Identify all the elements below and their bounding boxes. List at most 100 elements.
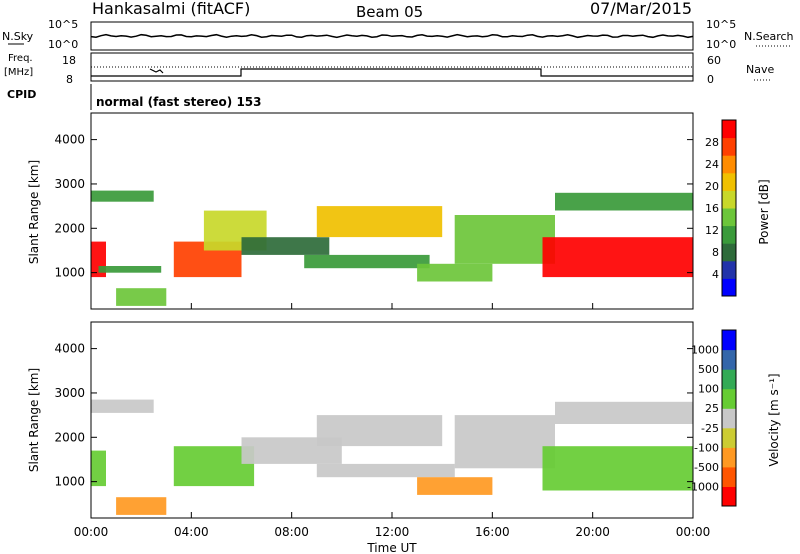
colorbar-tick-label: 12 [705,224,719,237]
power-colorbar-label: Power [dB] [757,179,771,244]
colorbar-tick-label: -1000 [687,480,719,493]
colorbar-swatch [722,190,736,209]
beam-title: Beam 05 [356,3,423,21]
colorbar-tick-label: 20 [705,180,719,193]
colorbar-swatch [722,447,736,468]
power-region-10 [454,215,555,264]
date-title: 07/Mar/2015 [590,0,692,18]
velocity-region-7 [417,477,493,495]
power-cells [91,190,693,306]
power-region-6 [241,237,330,255]
velocity-region-0 [91,399,154,413]
nsky-tick-top: 10^5 [48,18,78,31]
power-region-12 [555,192,693,211]
nsearch-tick-top: 10^5 [706,18,736,31]
x-tick-label: 16:00 [475,525,510,539]
cpid-label: CPID [7,88,36,101]
colorbar-tick-label: -100 [694,441,719,454]
colorbar-tick-label: 25 [705,402,719,415]
y-tick-label: 1000 [54,266,85,280]
colorbar-swatch [722,137,736,156]
colorbar-swatch [722,278,736,297]
freq-tick-bottom: 8 [66,73,73,86]
colorbar-tick-label: 100 [698,383,719,396]
colorbar-tick-label: -25 [701,422,719,435]
colorbar-swatch [722,155,736,174]
colorbar-tick-label: 1000 [691,344,719,357]
x-tick-label: 00:00 [676,525,711,539]
colorbar-swatch [722,349,736,370]
y-tick-label: 4000 [54,133,85,147]
nsky-label: N.Sky [2,30,34,43]
y-tick-label: 4000 [54,342,85,356]
velocity-region-10 [555,401,693,424]
nsearch-label: N.Search [744,30,794,43]
freq-blip [149,68,164,74]
nsky-panel [90,21,694,51]
power-region-2 [98,266,162,273]
colorbar-swatch [722,408,736,429]
y-tick-label: 3000 [54,177,85,191]
velocity-region-6 [316,415,443,447]
time-axis-label: Time UT [366,541,417,554]
nsky-trace [90,33,694,39]
nave-tick-top: 60 [707,54,721,67]
colorbar-swatch [722,427,736,448]
velocity-colorbar-label: Velocity [m s⁻¹] [767,373,781,466]
x-tick-label: 00:00 [74,525,109,539]
nsky-tick-bottom: 10^0 [48,38,78,51]
y-tick-label: 2000 [54,221,85,235]
colorbar-tick-label: 28 [705,136,719,149]
nave-tick-bottom: 0 [707,73,714,86]
y-tick-label: 1000 [54,475,85,489]
x-tick-label: 20:00 [575,525,610,539]
station-title: Hankasalmi (fitACF) [92,0,250,18]
power-colorbar: 28 24 20 16 12 8 4 [705,119,737,297]
colorbar-tick-label: -500 [694,461,719,474]
colorbar-swatch [722,330,736,351]
freq-label: Freq. [8,53,33,64]
colorbar-swatch [722,120,736,139]
velocity-region-9 [542,446,693,491]
colorbar-tick-label: 24 [705,158,719,171]
y-tick-label: 3000 [54,386,85,400]
nsearch-tick-bottom: 10^0 [706,38,736,51]
nave-label: Nave [746,63,774,76]
cpid-text: normal (fast stereo) 153 [96,95,262,109]
x-tick-label: 08:00 [274,525,309,539]
colorbar-swatch [722,486,736,507]
colorbar-swatch [722,388,736,409]
colorbar-tick-label: 500 [698,363,719,376]
x-tick-label: 04:00 [174,525,209,539]
colorbar-swatch [722,225,736,244]
power-region-3 [116,288,167,306]
colorbar-frame [721,119,737,297]
colorbar-swatch [722,369,736,390]
velocity-region-3 [173,446,255,487]
power-region-11 [542,237,693,278]
freq-unit-label: [MHz] [4,67,33,78]
colorbar-frame [721,329,737,507]
velocity-region-1 [91,450,106,487]
power-ylabel: Slant Range [km] [27,160,41,264]
colorbar-swatch [722,260,736,279]
velocity-region-8 [454,415,555,469]
freq-tick-top: 18 [62,54,76,67]
power-region-9 [417,263,493,282]
colorbar-tick-label: 8 [712,246,719,259]
colorbar-tick-label: 16 [705,202,719,215]
velocity-region-5 [316,463,455,478]
colorbar-swatch [722,466,736,487]
colorbar-tick-label: 4 [712,268,719,281]
velocity-colorbar: 1000 500 100 25 -25 -100 -500 -1000 [687,329,737,507]
y-tick-label: 2000 [54,430,85,444]
power-y-axis: 1000 2000 3000 4000 [54,133,693,280]
velocity-region-2 [116,497,167,515]
power-region-1 [91,190,154,202]
colorbar-swatch [722,172,736,191]
velocity-ylabel: Slant Range [km] [27,368,41,472]
power-region-7 [304,254,430,269]
x-tick-label: 12:00 [375,525,410,539]
freq-trace [91,68,693,77]
